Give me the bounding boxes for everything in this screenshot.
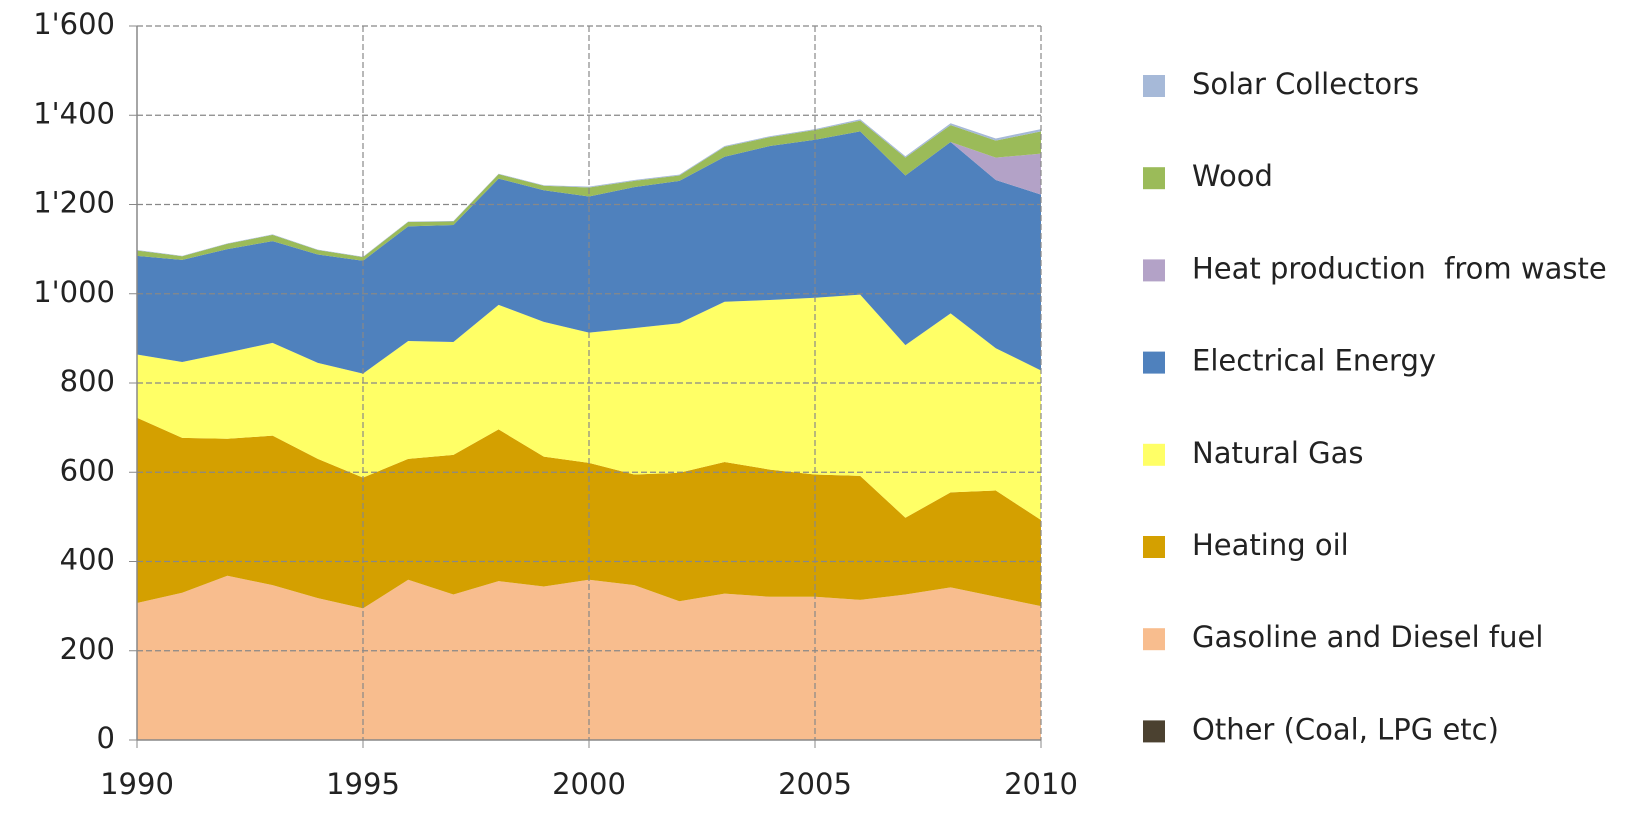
legend-swatch [1143, 720, 1165, 743]
legend-swatch [1143, 167, 1165, 190]
legend-label: Other (Coal, LPG etc) [1192, 712, 1499, 746]
legend-label: Gasoline and Diesel fuel [1192, 620, 1543, 654]
y-tick-label: 1'200 [33, 186, 115, 220]
legend-swatch [1143, 628, 1165, 651]
y-tick-label: 400 [60, 543, 115, 577]
legend-label: Natural Gas [1192, 436, 1364, 470]
x-tick-label: 1990 [100, 767, 174, 801]
legend-swatch [1143, 351, 1165, 374]
legend-swatch [1143, 443, 1165, 466]
x-tick-label: 2005 [778, 767, 852, 801]
area [137, 119, 1041, 258]
x-tick-label: 2000 [552, 767, 626, 801]
x-tick-label: 1995 [326, 767, 400, 801]
y-tick-label: 800 [60, 364, 115, 398]
legend-label: Solar Collectors [1192, 67, 1419, 101]
y-tick-label: 1'000 [33, 275, 115, 309]
y-tick-label: 200 [60, 632, 115, 666]
legend-label: Wood [1192, 159, 1273, 193]
y-tick-label: 1'600 [33, 7, 115, 41]
y-tick-label: 0 [97, 721, 115, 755]
legend-swatch [1143, 75, 1165, 97]
legend-swatch [1143, 536, 1165, 558]
legend-label: Heat production from waste [1192, 251, 1607, 285]
x-tick-label: 2010 [1004, 767, 1078, 801]
legend-label: Heating oil [1192, 528, 1349, 562]
y-tick-label: 1'400 [33, 96, 115, 130]
legend-swatch [1143, 259, 1165, 282]
legend-label: Electrical Energy [1192, 344, 1436, 378]
y-tick-label: 600 [60, 453, 115, 487]
